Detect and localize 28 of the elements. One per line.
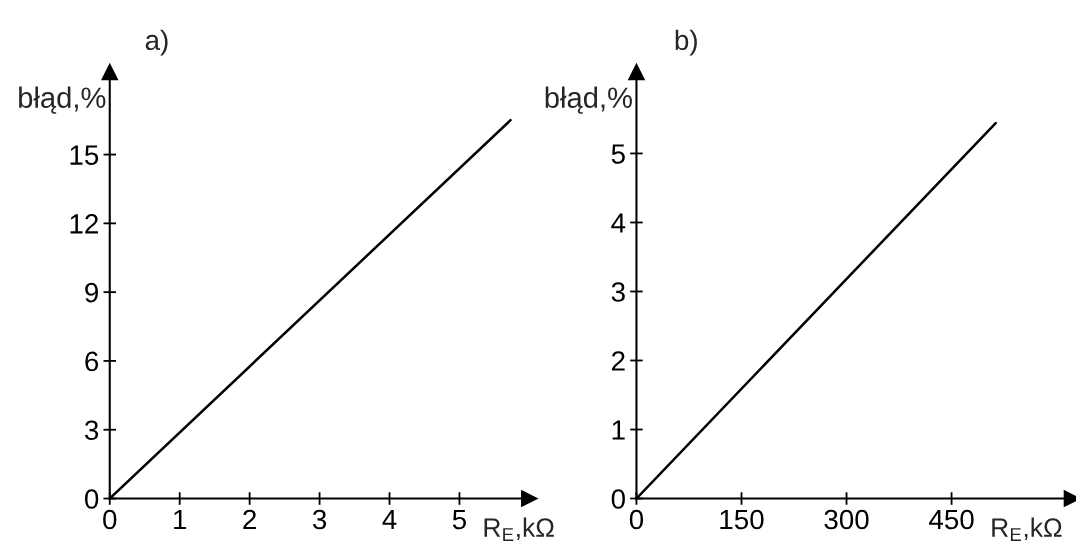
x-tick-label: 2 xyxy=(243,509,256,530)
y-tick-label: 1 xyxy=(612,420,625,440)
y-tick-label: 3 xyxy=(84,420,99,441)
x-tick-label: 0 xyxy=(629,509,644,530)
y-tick-label: 15 xyxy=(70,145,99,165)
x-tick-label: 3 xyxy=(312,509,327,530)
x-tick-label: 5 xyxy=(452,509,467,530)
y-tick-label: 12 xyxy=(70,214,98,234)
x-tick-label: 1 xyxy=(174,509,187,530)
x-axis-title: R$_{E}$,kΩ xyxy=(484,517,554,541)
chart-title: a) xyxy=(145,29,168,56)
x-tick-label: 450 xyxy=(929,509,974,530)
y-tick-label: 0 xyxy=(84,489,99,509)
y-tick-label: 5 xyxy=(611,144,625,164)
y-axis-title: błąd,% xyxy=(545,86,632,114)
chart-title: b) xyxy=(675,29,697,56)
y-tick-label: 6 xyxy=(85,351,99,372)
x-axis-title: R$_{E}$,kΩ xyxy=(992,517,1062,541)
y-axis-title: błąd,% xyxy=(19,86,106,114)
y-tick-label: 4 xyxy=(611,213,626,233)
x-tick-label: 0 xyxy=(103,509,117,530)
y-tick-label: 2 xyxy=(611,351,625,371)
x-tick-label: 150 xyxy=(720,509,764,530)
y-tick-label: 9 xyxy=(85,282,99,303)
y-tick-label: 0 xyxy=(611,489,625,509)
y-tick-label: 3 xyxy=(611,282,625,302)
x-tick-label: 4 xyxy=(382,509,397,530)
x-tick-label: 300 xyxy=(824,509,869,530)
